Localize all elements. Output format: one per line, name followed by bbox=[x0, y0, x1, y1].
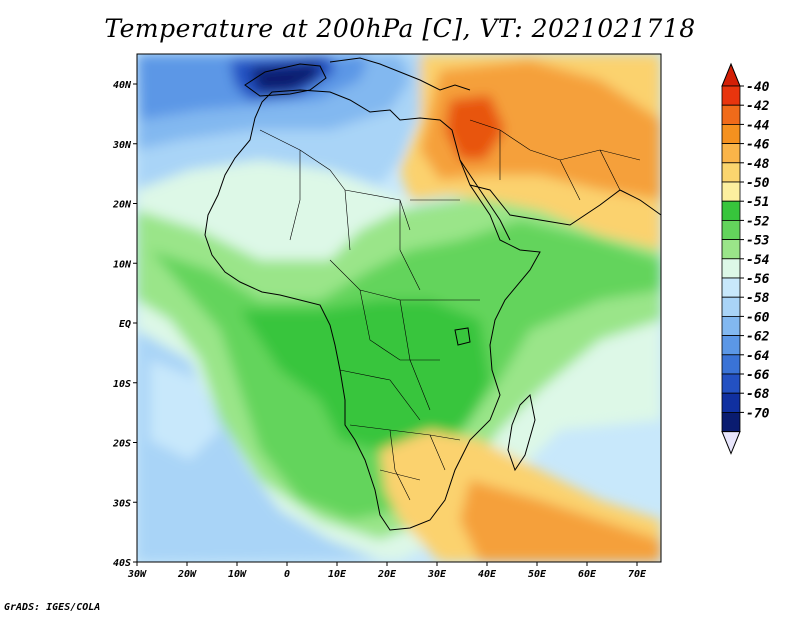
colorbar-label: -52 bbox=[746, 214, 770, 229]
lon-label: 10E bbox=[328, 569, 347, 580]
lon-label: 30W bbox=[127, 569, 147, 580]
lon-label: 60E bbox=[578, 569, 597, 580]
lon-label: 20W bbox=[177, 569, 197, 580]
longitude-axis: 30W 20W 10W 0 10E 20E 30E 40E 50E 60E 70E bbox=[127, 562, 647, 580]
field-warm-core bbox=[445, 95, 505, 160]
colorbar-label: -40 bbox=[746, 80, 770, 95]
colorbar-label: -58 bbox=[746, 291, 770, 306]
southern-borders bbox=[349, 424, 461, 501]
coastlines bbox=[204, 57, 662, 531]
colorbar-label: -44 bbox=[746, 118, 770, 133]
colorbar-label: -46 bbox=[746, 138, 770, 153]
colorbar-label: -54 bbox=[746, 253, 770, 268]
field-warm-south-core bbox=[460, 480, 661, 562]
colorbar-swatch bbox=[721, 162, 741, 183]
field-warm-arabia bbox=[420, 60, 661, 200]
lake-victoria bbox=[454, 327, 471, 346]
colorbar-swatch bbox=[721, 124, 741, 145]
colorbar-swatch bbox=[721, 143, 741, 164]
lat-label: 40S bbox=[113, 558, 131, 569]
lon-label: 0 bbox=[284, 569, 290, 580]
colorbar-bottom-arrow bbox=[721, 431, 741, 455]
colorbar-label: -56 bbox=[746, 272, 770, 287]
colorbar-swatch bbox=[721, 104, 741, 125]
mideast-borders bbox=[469, 119, 641, 201]
colorbar-top-arrow bbox=[721, 62, 741, 87]
lat-label: 30S bbox=[112, 498, 131, 509]
colorbar-label: -66 bbox=[746, 368, 770, 383]
lat-label: 20S bbox=[112, 439, 131, 450]
colorbar-swatch bbox=[721, 411, 741, 432]
lon-label: 70E bbox=[628, 569, 647, 580]
lat-label: EQ bbox=[119, 319, 131, 330]
colorbar-swatch bbox=[721, 373, 741, 394]
colorbar-swatch bbox=[721, 258, 741, 279]
colorbar-swatch bbox=[721, 392, 741, 413]
colorbar-label: -53 bbox=[746, 234, 770, 249]
lat-label: 10S bbox=[113, 379, 131, 390]
temperature-field bbox=[137, 54, 661, 562]
colorbar-swatch bbox=[721, 219, 741, 240]
central-borders bbox=[329, 259, 480, 421]
latitude-axis: 40N 30N 20N 10N EQ 10S 20S 30S 40S bbox=[112, 80, 137, 569]
madagascar-coastline bbox=[507, 393, 536, 472]
grads-credit: GrADS: IGES/COLA bbox=[4, 602, 101, 613]
sahara-borders bbox=[259, 129, 460, 291]
field-sky-southwest bbox=[150, 360, 220, 460]
iberia-coastline bbox=[244, 63, 327, 97]
colorbar-label: -48 bbox=[746, 157, 770, 172]
colorbar-label: -68 bbox=[746, 387, 770, 402]
colorbar-swatch bbox=[721, 239, 741, 260]
map-frame bbox=[136, 53, 662, 563]
colorbar-swatch bbox=[721, 315, 741, 336]
colorbar-label: -60 bbox=[746, 310, 770, 325]
colorbar-label: -64 bbox=[746, 349, 770, 364]
colorbar-swatch bbox=[721, 85, 741, 106]
lat-label: 20N bbox=[112, 200, 132, 211]
europe-coastline bbox=[329, 57, 471, 91]
lon-label: 20E bbox=[377, 569, 397, 580]
lat-label: 40N bbox=[113, 80, 132, 91]
lon-label: 40E bbox=[478, 569, 497, 580]
colorbar-label: -70 bbox=[746, 406, 770, 421]
lat-label: 10N bbox=[113, 259, 132, 270]
colorbar-label: -50 bbox=[746, 176, 770, 191]
colorbar-swatch bbox=[721, 296, 741, 317]
colorbar-label: -62 bbox=[746, 330, 770, 345]
colorbar-swatch bbox=[721, 200, 741, 221]
lon-label: 50E bbox=[528, 569, 547, 580]
field-navy-core bbox=[250, 62, 320, 92]
lon-label: 30E bbox=[427, 569, 447, 580]
lat-label: 30N bbox=[112, 140, 132, 151]
map-title: Temperature at 200hPa [C], VT: 202102171… bbox=[104, 14, 696, 43]
colorbar-swatch bbox=[721, 181, 741, 202]
colorbar: -40 -42 -44 -46 -48 -50 -51 -52 -53 -54 -56 -58 -60 -… bbox=[721, 62, 770, 455]
colorbar-swatch bbox=[721, 354, 741, 375]
red-sea-coastline bbox=[459, 159, 511, 241]
colorbar-swatch bbox=[721, 277, 741, 298]
colorbar-swatch bbox=[721, 335, 741, 356]
arabia-coastline bbox=[469, 184, 662, 226]
country-borders bbox=[259, 119, 641, 501]
colorbar-label: -51 bbox=[746, 195, 769, 210]
africa-coastline bbox=[204, 89, 541, 531]
lon-label: 10W bbox=[228, 569, 247, 580]
colorbar-label: -42 bbox=[746, 99, 770, 114]
